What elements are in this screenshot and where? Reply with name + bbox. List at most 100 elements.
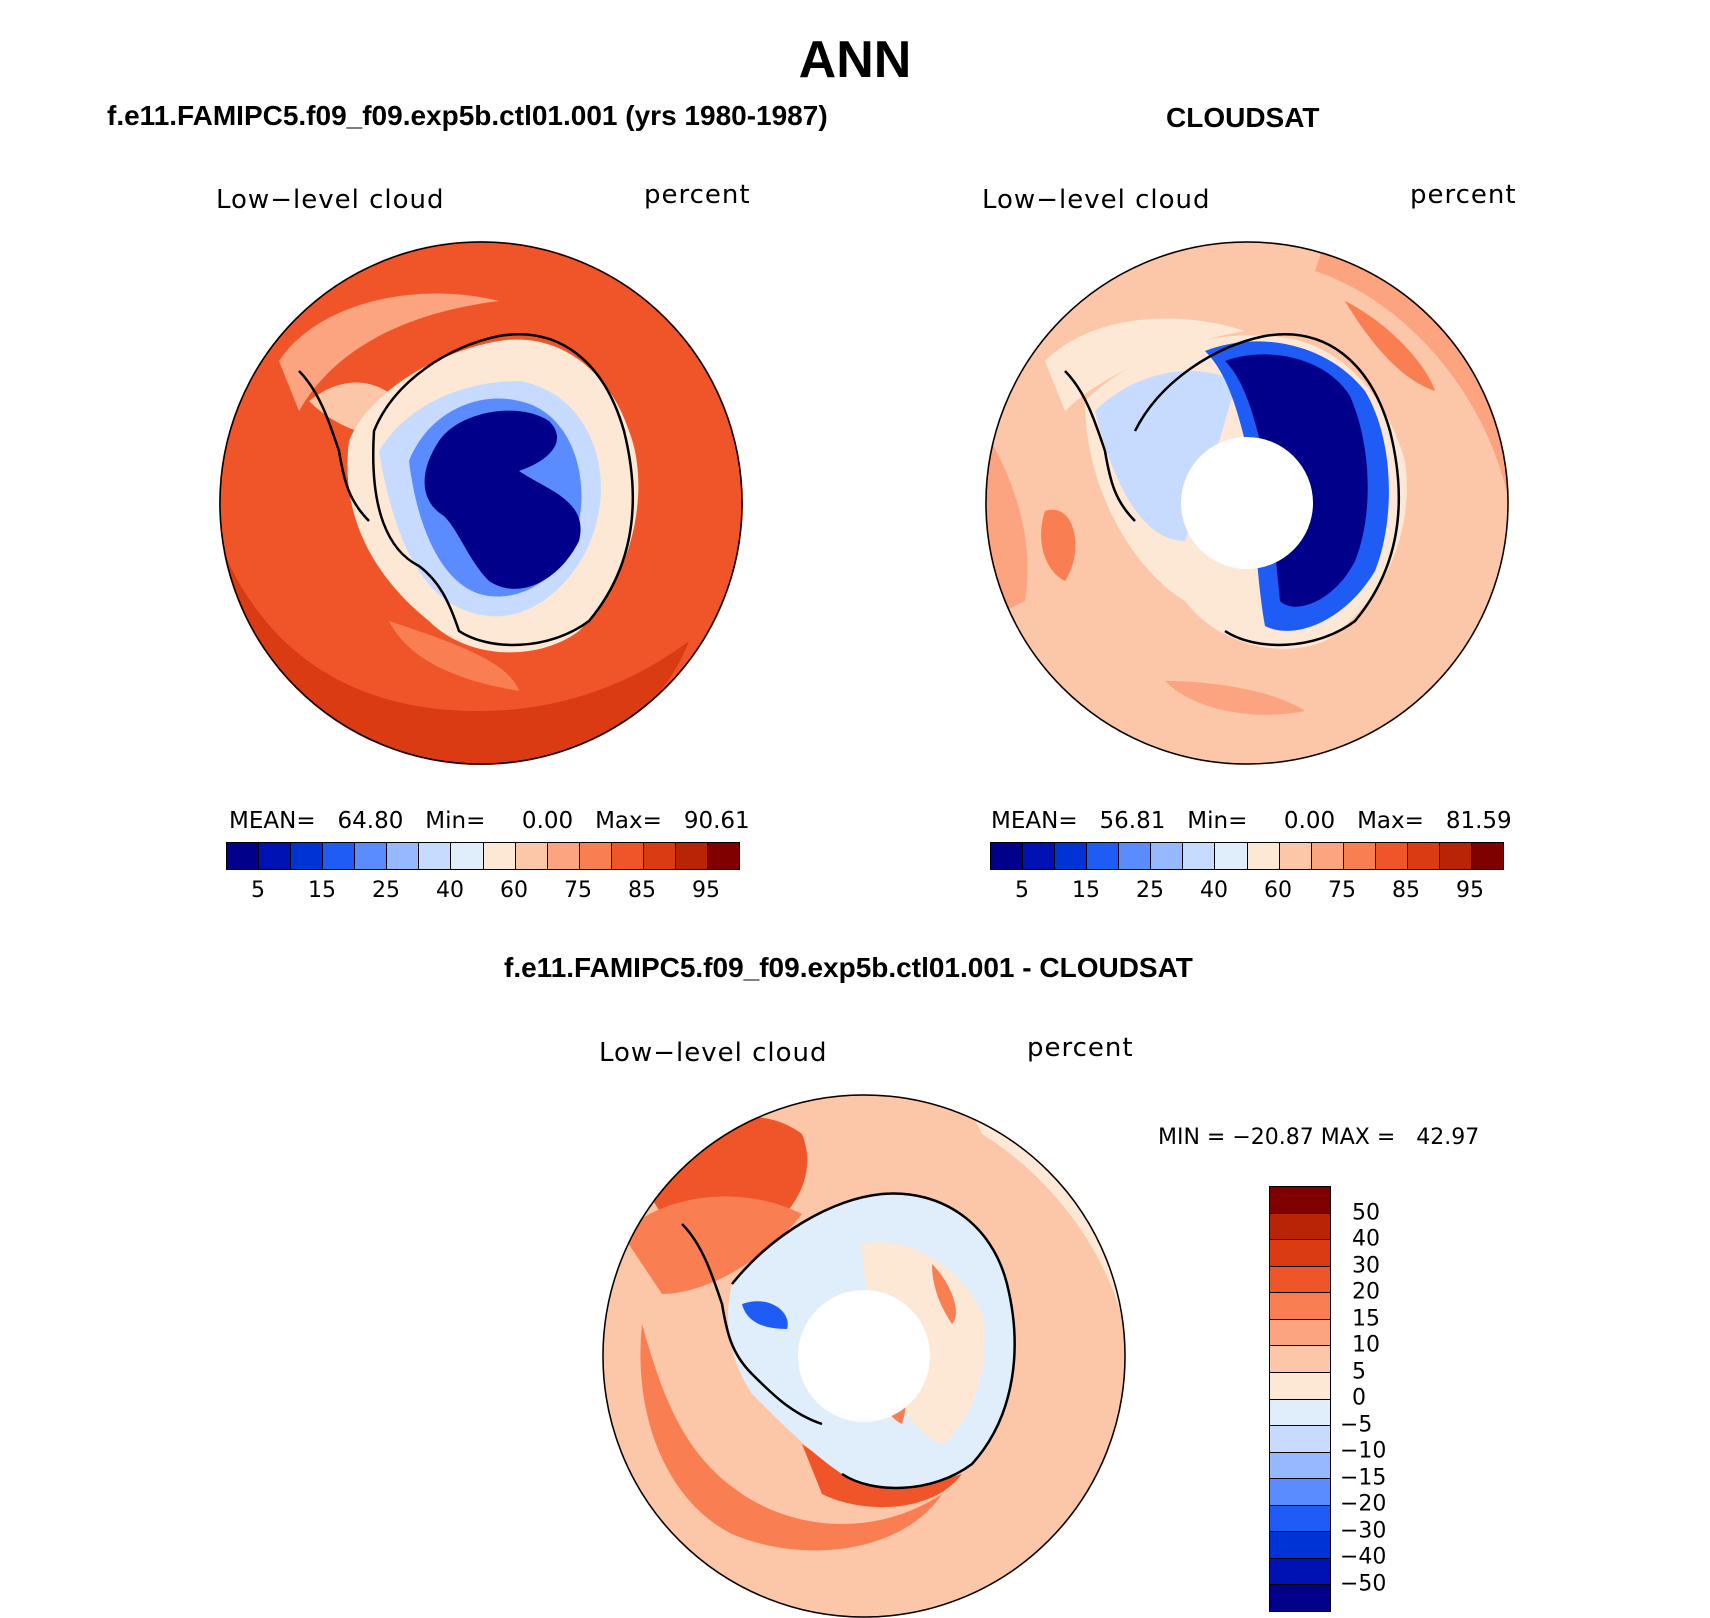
colorbar-tick-label: 40 bbox=[436, 878, 464, 903]
figure-title: ANN bbox=[798, 31, 912, 89]
colorbar-tick-label: 40 bbox=[1200, 878, 1228, 903]
colorbar-swatch bbox=[1270, 1426, 1330, 1453]
colorbar-swatch bbox=[291, 843, 324, 869]
colorbar-swatch bbox=[1270, 1452, 1330, 1480]
colorbar-swatch bbox=[1270, 1240, 1330, 1267]
colorbar-swatch bbox=[675, 843, 708, 869]
diff-variable-label: Low−level cloud bbox=[599, 1038, 828, 1068]
colorbar-swatch bbox=[643, 843, 676, 869]
colorbar-swatch bbox=[991, 843, 1024, 869]
panel2-units-label: percent bbox=[1410, 180, 1517, 210]
colorbar-swatch bbox=[227, 843, 260, 869]
panel2-variable-label: Low−level cloud bbox=[982, 185, 1211, 215]
panel2-stats: MEAN= 56.81 Min= 0.00 Max= 81.59 bbox=[991, 808, 1512, 834]
colorbar-swatch bbox=[1439, 843, 1472, 869]
panel1-variable-label: Low−level cloud bbox=[216, 185, 445, 215]
colorbar-tick-label: 50 bbox=[1352, 1200, 1380, 1225]
panel1-case-title: f.e11.FAMIPC5.f09_f09.exp5b.ctl01.001 (y… bbox=[107, 100, 828, 131]
colorbar-swatch bbox=[1270, 1266, 1330, 1294]
colorbar-swatch bbox=[1119, 843, 1152, 869]
colorbar-swatch bbox=[1270, 1479, 1330, 1506]
colorbar-swatch bbox=[1375, 843, 1408, 869]
colorbar-tick-label: 15 bbox=[1072, 878, 1100, 903]
colorbar-swatch bbox=[323, 843, 356, 869]
colorbar-swatch bbox=[1215, 843, 1248, 869]
colorbar-swatch bbox=[1183, 843, 1216, 869]
colorbar-tick-label: 75 bbox=[1328, 878, 1356, 903]
panel1-colorbar bbox=[226, 842, 740, 870]
colorbar-tick-label: 95 bbox=[1456, 878, 1484, 903]
diff-polar-map bbox=[602, 1094, 1126, 1618]
panel1-stats: MEAN= 64.80 Min= 0.00 Max= 90.61 bbox=[229, 808, 750, 834]
colorbar-swatch bbox=[1055, 843, 1088, 869]
colorbar-swatch bbox=[707, 843, 739, 869]
colorbar-swatch bbox=[259, 843, 292, 869]
colorbar-swatch bbox=[1270, 1213, 1330, 1241]
colorbar-tick-label: 0 bbox=[1352, 1385, 1366, 1411]
colorbar-tick-label: −20 bbox=[1340, 1491, 1387, 1517]
diff-minmax: MIN = −20.87 MAX = 42.97 bbox=[1158, 1125, 1480, 1150]
colorbar-swatch bbox=[1151, 843, 1184, 869]
colorbar-tick-label: 85 bbox=[628, 878, 656, 903]
colorbar-tick-label: 25 bbox=[372, 878, 400, 903]
colorbar-tick-label: 60 bbox=[500, 878, 528, 903]
colorbar-swatch bbox=[1270, 1399, 1330, 1427]
colorbar-tick-label: 95 bbox=[692, 878, 720, 903]
colorbar-tick-label: 20 bbox=[1352, 1279, 1380, 1305]
panel2-colorbar-ticks: 5 15 25 40 60 75 85 95 bbox=[990, 878, 1502, 908]
colorbar-tick-label: 5 bbox=[1015, 878, 1029, 903]
colorbar-tick-label: −50 bbox=[1340, 1571, 1387, 1596]
colorbar-tick-label: 85 bbox=[1392, 878, 1420, 903]
colorbar-tick-label: 40 bbox=[1352, 1226, 1380, 1252]
colorbar-tick-label: 15 bbox=[308, 878, 336, 903]
colorbar-swatch bbox=[611, 843, 644, 869]
colorbar-tick-label: −5 bbox=[1340, 1412, 1373, 1437]
colorbar-tick-label: 10 bbox=[1352, 1332, 1380, 1358]
colorbar-swatch bbox=[1270, 1319, 1330, 1347]
colorbar-swatch bbox=[451, 843, 484, 869]
colorbar-swatch bbox=[1270, 1293, 1330, 1320]
panel1-units-label: percent bbox=[644, 180, 751, 210]
colorbar-swatch bbox=[515, 843, 548, 869]
colorbar-swatch bbox=[1270, 1585, 1330, 1611]
colorbar-swatch bbox=[1270, 1532, 1330, 1559]
colorbar-tick-label: 75 bbox=[564, 878, 592, 903]
colorbar-swatch bbox=[1270, 1346, 1330, 1373]
diff-colorbar bbox=[1269, 1186, 1331, 1612]
panel2-colorbar bbox=[990, 842, 1504, 870]
colorbar-tick-label: −10 bbox=[1340, 1438, 1387, 1464]
colorbar-tick-label: 30 bbox=[1352, 1253, 1380, 1278]
colorbar-swatch bbox=[1471, 843, 1503, 869]
colorbar-tick-label: 5 bbox=[251, 878, 265, 903]
panel2-polar-map bbox=[985, 241, 1509, 765]
colorbar-swatch bbox=[547, 843, 580, 869]
colorbar-swatch bbox=[387, 843, 420, 869]
colorbar-swatch bbox=[419, 843, 452, 869]
colorbar-swatch bbox=[1087, 843, 1120, 869]
colorbar-tick-label: 60 bbox=[1264, 878, 1292, 903]
colorbar-swatch bbox=[1270, 1558, 1330, 1586]
colorbar-swatch bbox=[1279, 843, 1312, 869]
colorbar-swatch bbox=[483, 843, 516, 869]
colorbar-tick-label: 25 bbox=[1136, 878, 1164, 903]
colorbar-swatch bbox=[1270, 1505, 1330, 1533]
panel1-colorbar-ticks: 5 15 25 40 60 75 85 95 bbox=[226, 878, 738, 908]
panel1-polar-map bbox=[219, 241, 743, 765]
colorbar-swatch bbox=[1023, 843, 1056, 869]
colorbar-tick-label: −40 bbox=[1340, 1544, 1387, 1570]
panel2-case-title: CLOUDSAT bbox=[1166, 102, 1320, 133]
colorbar-swatch bbox=[1311, 843, 1344, 869]
colorbar-swatch bbox=[579, 843, 612, 869]
colorbar-tick-label: −15 bbox=[1340, 1465, 1387, 1490]
colorbar-tick-label: 15 bbox=[1352, 1306, 1380, 1331]
colorbar-swatch bbox=[1247, 843, 1280, 869]
colorbar-tick-label: 5 bbox=[1352, 1359, 1366, 1384]
colorbar-swatch bbox=[1270, 1372, 1330, 1400]
colorbar-swatch bbox=[1343, 843, 1376, 869]
colorbar-swatch bbox=[1407, 843, 1440, 869]
diff-case-title: f.e11.FAMIPC5.f09_f09.exp5b.ctl01.001 - … bbox=[504, 952, 1193, 983]
diff-colorbar-ticks: 50 40 30 20 15 10 5 0 −5 −10 −15 −20 −30 −40 −50 bbox=[1340, 1186, 1420, 1610]
colorbar-swatch bbox=[355, 843, 388, 869]
diff-units-label: percent bbox=[1027, 1033, 1134, 1063]
colorbar-tick-label: −30 bbox=[1340, 1518, 1387, 1543]
